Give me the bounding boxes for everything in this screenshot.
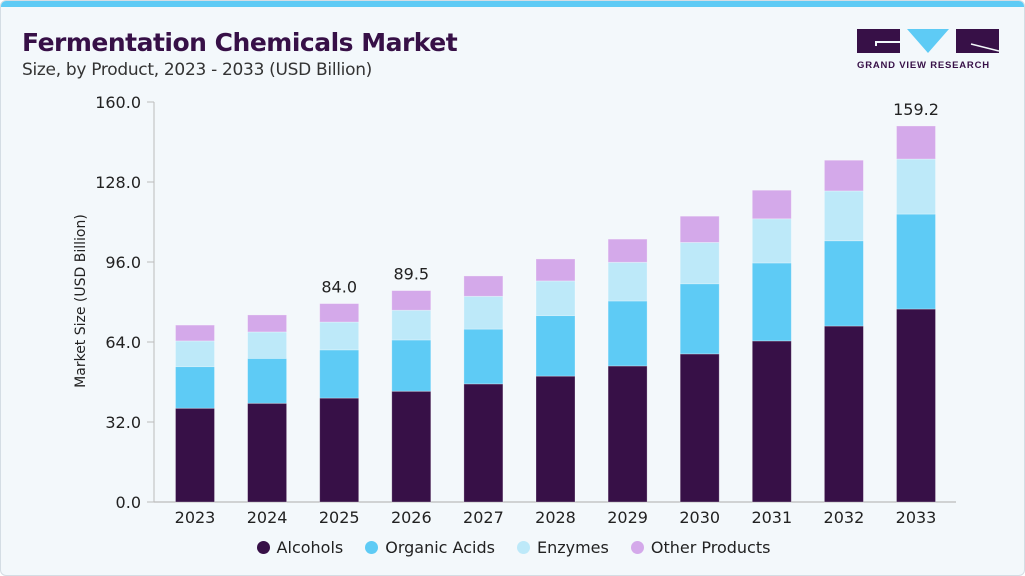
bar-segment-organic-acids xyxy=(319,349,360,399)
bar-segment-other-products xyxy=(607,238,648,263)
legend: Alcohols Organic Acids Enzymes Other Produc… xyxy=(1,538,1024,557)
top-accent-bar xyxy=(1,1,1024,7)
x-tick-label: 2029 xyxy=(607,508,648,527)
chart-title: Fermentation Chemicals Market xyxy=(22,28,458,57)
bar-segment-alcohols xyxy=(175,407,215,503)
legend-dot-icon xyxy=(365,541,379,554)
bar-segment-other-products xyxy=(679,215,720,243)
logo-mark-icon xyxy=(857,29,1000,53)
bar-segment-alcohols xyxy=(896,308,936,503)
x-tick-label: 2026 xyxy=(391,508,432,527)
x-tick-label: 2033 xyxy=(896,508,937,527)
chart-subtitle: Size, by Product, 2023 - 2033 (USD Billi… xyxy=(22,60,373,80)
x-tick-label: 2032 xyxy=(824,508,865,527)
bar-segment-alcohols xyxy=(679,353,720,503)
bar-segment-other-products xyxy=(463,275,504,297)
bar-segment-alcohols xyxy=(824,325,864,503)
bar-segment-enzymes xyxy=(751,218,792,264)
bar-segment-organic-acids xyxy=(896,213,936,310)
bar-segment-enzymes xyxy=(535,280,576,317)
data-label: 84.0 xyxy=(321,278,357,297)
bar-segment-other-products xyxy=(391,290,432,311)
legend-item: Enzymes xyxy=(516,538,609,557)
y-tick-label: 32.0 xyxy=(105,413,141,432)
y-tick-label: 64.0 xyxy=(105,333,141,352)
x-tick-label: 2027 xyxy=(463,508,504,527)
legend-dot-icon xyxy=(516,541,530,554)
bar-segment-organic-acids xyxy=(391,339,432,392)
bar-segment-other-products xyxy=(896,125,936,160)
legend-label: Alcohols xyxy=(276,538,344,557)
x-tick-label: 2031 xyxy=(751,508,792,527)
bar-segment-other-products xyxy=(751,189,792,220)
bar-segment-alcohols xyxy=(391,390,432,503)
bar-segment-other-products xyxy=(319,303,360,323)
x-tick-label: 2024 xyxy=(247,508,288,527)
bar-segment-alcohols xyxy=(535,375,576,503)
bar-segment-enzymes xyxy=(463,295,504,330)
bar-segment-organic-acids xyxy=(535,315,576,377)
bar-segment-enzymes xyxy=(391,309,432,341)
y-tick-label: 128.0 xyxy=(95,173,141,192)
bar-segment-enzymes xyxy=(607,261,648,302)
bar-segment-alcohols xyxy=(319,397,360,503)
bar-segment-organic-acids xyxy=(463,328,504,385)
legend-label: Enzymes xyxy=(536,538,609,557)
legend-item: Alcohols xyxy=(256,538,344,557)
legend-item: Other Products xyxy=(630,538,771,557)
grand-view-research-logo: GRAND VIEW RESEARCH xyxy=(857,29,1000,74)
bar-segment-other-products xyxy=(824,159,864,192)
x-tick-label: 2025 xyxy=(319,508,360,527)
bar-segment-alcohols xyxy=(247,402,288,503)
bar-segment-enzymes xyxy=(824,190,864,242)
bar-segment-organic-acids xyxy=(247,357,288,404)
y-tick-label: 96.0 xyxy=(105,253,141,272)
legend-dot-icon xyxy=(256,541,270,554)
logo-text: GRAND VIEW RESEARCH xyxy=(857,60,990,71)
bar-segment-organic-acids xyxy=(679,283,720,355)
bar-segment-enzymes xyxy=(679,242,720,285)
bar-segment-other-products xyxy=(247,314,288,333)
bar-segment-enzymes xyxy=(247,331,288,359)
legend-dot-icon xyxy=(630,541,644,554)
legend-item: Organic Acids xyxy=(365,538,495,557)
bar-segment-enzymes xyxy=(319,321,360,351)
bar-segment-enzymes xyxy=(896,158,936,215)
x-tick-label: 2030 xyxy=(679,508,720,527)
data-label: 159.2 xyxy=(893,100,939,119)
y-tick-label: 0.0 xyxy=(116,493,141,512)
x-tick-label: 2023 xyxy=(175,508,216,527)
x-tick-label: 2028 xyxy=(535,508,576,527)
bar-segment-other-products xyxy=(175,324,215,342)
bar-segment-organic-acids xyxy=(175,366,215,409)
bar-segment-organic-acids xyxy=(607,300,648,367)
bar-segment-enzymes xyxy=(175,340,215,368)
legend-label: Organic Acids xyxy=(385,538,495,557)
legend-label: Other Products xyxy=(650,538,771,557)
bar-segment-organic-acids xyxy=(824,240,864,327)
y-axis-label: Market Size (USD Billion) xyxy=(73,214,89,388)
bar-segment-alcohols xyxy=(751,340,792,503)
bar-segment-organic-acids xyxy=(751,262,792,342)
y-tick-label: 160.0 xyxy=(95,93,141,112)
data-label: 89.5 xyxy=(393,265,429,284)
bar-segment-other-products xyxy=(535,258,576,282)
bar-segment-alcohols xyxy=(607,365,648,503)
bar-segment-alcohols xyxy=(463,383,504,503)
